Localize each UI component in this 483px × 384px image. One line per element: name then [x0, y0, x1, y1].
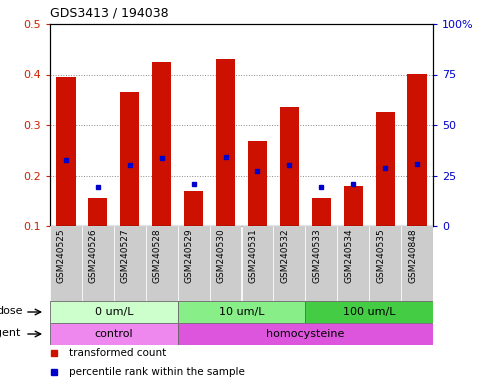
Bar	[88, 198, 107, 226]
Bar	[305, 301, 433, 323]
Bar	[50, 226, 82, 301]
Text: GDS3413 / 194038: GDS3413 / 194038	[50, 7, 169, 20]
Text: dose: dose	[0, 306, 23, 316]
Bar	[408, 74, 426, 226]
Bar	[82, 226, 114, 301]
Text: GSM240530: GSM240530	[216, 228, 226, 283]
Bar	[50, 301, 178, 323]
Bar	[248, 141, 267, 226]
Bar	[178, 226, 210, 301]
Text: control: control	[95, 329, 133, 339]
Bar	[57, 77, 75, 226]
Text: percentile rank within the sample: percentile rank within the sample	[69, 367, 245, 377]
Text: homocysteine: homocysteine	[266, 329, 344, 339]
Text: 0 um/L: 0 um/L	[95, 307, 133, 317]
Bar	[401, 226, 433, 301]
Bar	[178, 323, 433, 345]
Text: GSM240529: GSM240529	[185, 228, 194, 283]
Bar	[242, 226, 273, 301]
Text: 100 um/L: 100 um/L	[343, 307, 396, 317]
Text: agent: agent	[0, 328, 21, 338]
Text: GSM240535: GSM240535	[376, 228, 385, 283]
Bar	[50, 323, 178, 345]
Bar	[343, 185, 363, 226]
Text: GSM240531: GSM240531	[248, 228, 257, 283]
Bar	[146, 226, 178, 301]
Text: GSM240528: GSM240528	[153, 228, 162, 283]
Text: transformed count: transformed count	[69, 348, 167, 358]
Bar	[280, 107, 299, 226]
Bar	[216, 60, 235, 226]
Text: 10 um/L: 10 um/L	[219, 307, 264, 317]
Text: GSM240525: GSM240525	[57, 228, 66, 283]
Text: GSM240848: GSM240848	[408, 228, 417, 283]
Bar	[114, 226, 146, 301]
Bar	[273, 226, 305, 301]
Bar	[184, 190, 203, 226]
Bar	[312, 198, 331, 226]
Bar	[120, 92, 140, 226]
Text: GSM240532: GSM240532	[280, 228, 289, 283]
Bar	[376, 113, 395, 226]
Bar	[210, 226, 242, 301]
Bar	[178, 301, 305, 323]
Text: GSM240527: GSM240527	[121, 228, 130, 283]
Text: GSM240526: GSM240526	[89, 228, 98, 283]
Bar	[152, 62, 171, 226]
Bar	[305, 226, 337, 301]
Text: GSM240533: GSM240533	[313, 228, 321, 283]
Text: GSM240534: GSM240534	[344, 228, 353, 283]
Bar	[369, 226, 401, 301]
Bar	[337, 226, 369, 301]
